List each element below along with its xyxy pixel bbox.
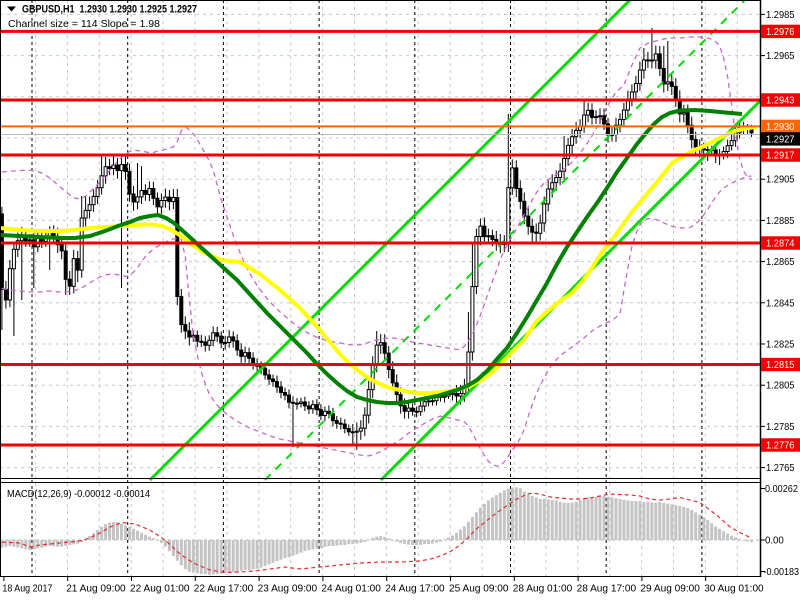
svg-text:0.00: 0.00 — [765, 536, 784, 547]
svg-text:GBPUSD,H1 1.2930 1.2930 1.292: GBPUSD,H1 1.2930 1.2930 1.2925 1.2927 — [22, 4, 197, 16]
svg-text:1.2927: 1.2927 — [766, 134, 795, 145]
svg-text:1.2776: 1.2776 — [766, 441, 795, 452]
svg-text:28 Aug 01:00: 28 Aug 01:00 — [513, 584, 573, 595]
svg-text:30 Aug 01:00: 30 Aug 01:00 — [704, 584, 764, 595]
svg-text:21 Aug 09:00: 21 Aug 09:00 — [66, 584, 126, 595]
svg-text:1.2985: 1.2985 — [766, 10, 795, 21]
svg-text:1.2917: 1.2917 — [766, 151, 795, 162]
svg-text:1.2845: 1.2845 — [766, 298, 795, 309]
svg-text:29 Aug 09:00: 29 Aug 09:00 — [640, 584, 700, 595]
svg-text:1.2805: 1.2805 — [766, 381, 795, 392]
svg-text:18 Aug 2017: 18 Aug 2017 — [2, 584, 52, 595]
svg-text:1.2965: 1.2965 — [766, 51, 795, 62]
svg-text:1.2785: 1.2785 — [766, 422, 795, 433]
svg-text:Channel size = 114 Slope = 1.9: Channel size = 114 Slope = 1.98 — [8, 18, 160, 30]
svg-text:1.2815: 1.2815 — [766, 360, 795, 371]
svg-text:1.2885: 1.2885 — [766, 216, 795, 227]
svg-text:23 Aug 09:00: 23 Aug 09:00 — [258, 584, 318, 595]
svg-text:22 Aug 01:00: 22 Aug 01:00 — [130, 584, 190, 595]
svg-text:-0.00183: -0.00183 — [764, 567, 800, 578]
svg-text:1.2943: 1.2943 — [766, 96, 795, 107]
svg-text:1.2825: 1.2825 — [766, 340, 795, 351]
svg-text:1.2865: 1.2865 — [766, 257, 795, 268]
svg-text:1.2905: 1.2905 — [766, 175, 795, 186]
svg-text:1.2765: 1.2765 — [766, 463, 795, 474]
svg-text:1.2930: 1.2930 — [766, 122, 795, 133]
svg-text:1.2874: 1.2874 — [766, 239, 795, 250]
svg-text:MACD(12,26,9) -0.00012 -0.0001: MACD(12,26,9) -0.00012 -0.00014 — [7, 488, 150, 500]
svg-text:1.2976: 1.2976 — [766, 27, 795, 38]
svg-text:28 Aug 17:00: 28 Aug 17:00 — [577, 584, 637, 595]
svg-text:0.00262: 0.00262 — [765, 484, 798, 495]
svg-text:22 Aug 17:00: 22 Aug 17:00 — [194, 584, 254, 595]
svg-text:24 Aug 17:00: 24 Aug 17:00 — [385, 584, 445, 595]
svg-text:25 Aug 09:00: 25 Aug 09:00 — [449, 584, 509, 595]
svg-text:24 Aug 01:00: 24 Aug 01:00 — [321, 584, 381, 595]
